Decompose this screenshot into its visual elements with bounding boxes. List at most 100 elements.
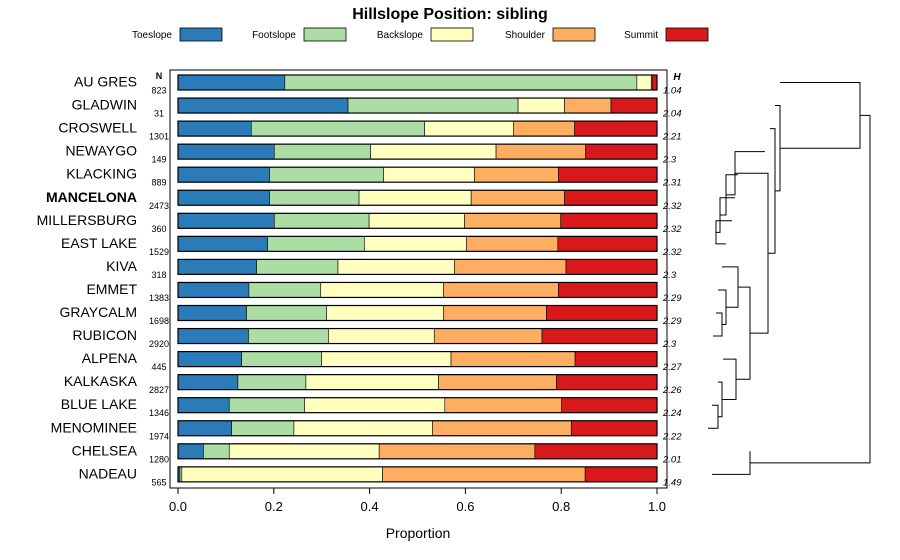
x-tick-label: 0.6 [456,499,474,514]
chart-title: Hillslope Position: sibling [352,6,548,23]
legend-swatch-footslope [303,27,347,42]
row-label-kiva: KIVA [106,258,138,274]
legend-label-summit: Summit [624,30,658,41]
legend-label-toeslope: Toeslope [132,30,172,41]
bar-outline-east-lake [177,235,658,252]
bar-outline-klacking [177,166,658,183]
bar-graycalm-backslope [326,305,444,321]
h-value-klacking: 2.31 [662,178,682,189]
bar-gladwin-shoulder [564,97,612,114]
bar-klacking-toeslope [177,166,270,183]
bar-blue-lake-toeslope [177,397,230,414]
x-tick-label: 0.0 [169,499,187,514]
n-value-gladwin: 31 [154,109,164,119]
bar-emmet-toeslope [177,282,250,298]
h-value-kiva: 2.3 [662,270,677,281]
bar-au-gres-toeslope [177,74,286,91]
n-value-menominee: 1974 [149,431,169,441]
n-value-klacking: 889 [151,178,166,188]
row-label-newaygo: NEWAYGO [65,143,137,159]
bar-newaygo-footslope [273,143,371,160]
bar-outline-kalkaska [177,374,658,391]
n-value-mancelona: 2473 [149,201,169,211]
bar-outline-emmet [177,281,658,299]
bar-klacking-shoulder [474,166,559,183]
bar-blue-lake-backslope [304,397,446,414]
bar-graycalm-summit [546,305,658,321]
bar-croswell-backslope [424,120,514,137]
bar-newaygo-summit [585,143,658,160]
bar-au-gres-summit [651,74,658,91]
bar-rubicon-summit [541,328,658,344]
dendrogram-link [712,451,751,475]
bar-kalkaska-backslope [305,374,439,390]
bar-menominee-toeslope [177,420,232,437]
bar-blue-lake-summit [561,397,658,414]
x-tick-label: 0.8 [552,499,570,514]
legend-swatch-toeslope [179,27,223,42]
bar-croswell-toeslope [177,120,252,137]
bar-menominee-backslope [293,420,433,437]
dendrogram-link [735,172,769,334]
bar-menominee-summit [570,420,658,437]
bar-graycalm-shoulder [443,305,547,321]
dendrogram-link [713,312,723,337]
bar-croswell-shoulder [512,120,575,137]
bar-mancelona-summit [564,189,658,206]
bar-outline-millersburg [177,212,658,229]
row-label-blue-lake: BLUE LAKE [61,396,137,412]
bar-blue-lake-footslope [228,397,305,414]
row-label-east-lake: EAST LAKE [61,235,137,251]
row-label-croswell: CROSWELL [58,120,137,136]
bar-klacking-backslope [383,166,475,183]
bar-outline-rubicon [177,327,658,345]
bar-outline-chelsea [177,443,658,460]
bar-newaygo-shoulder [495,143,586,160]
bar-mancelona-shoulder [470,189,565,206]
bar-alpena-backslope [321,351,452,367]
bar-chelsea-toeslope [177,443,204,460]
n-value-au-gres: 823 [151,86,166,96]
row-label-rubicon: RUBICON [72,327,137,343]
dendrogram-link [768,128,776,254]
bar-emmet-shoulder [443,282,559,298]
bar-klacking-summit [558,166,658,183]
bar-graycalm-toeslope [177,305,247,321]
bar-chelsea-backslope [228,443,380,460]
bar-outline-graycalm [177,304,658,322]
bar-au-gres-backslope [636,74,652,91]
bar-rubicon-shoulder [433,328,543,344]
bar-millersburg-toeslope [177,213,275,229]
row-label-graycalm: GRAYCALM [59,304,137,320]
h-value-blue-lake: 2.24 [662,408,682,419]
bar-nadeau-summit [584,466,658,483]
plot-frame [169,69,668,489]
bar-nadeau-shoulder [382,466,586,483]
dendrogram-link [780,82,861,149]
bar-outline-alpena [177,351,658,368]
h-value-chelsea: 2.01 [662,454,682,465]
bar-kalkaska-footslope [237,374,307,390]
n-value-nadeau: 565 [151,477,166,487]
row-label-au-gres: AU GRES [74,74,137,90]
bar-millersburg-footslope [273,213,370,229]
x-axis: 0.0 0.2 0.4 0.6 0.8 1.0 [169,488,666,514]
x-tick-label: 1.0 [648,499,666,514]
row-label-chelsea: CHELSEA [72,442,138,458]
x-axis-label: Proportion [386,525,451,541]
legend-label-backslope: Backslope [377,30,424,41]
bar-outline-au-gres [177,74,658,91]
row-labels: AU GRES 823 1.04 GLADWIN 31 2.04 CROSWELL 1301 2… [37,74,683,489]
h-header: H [673,72,681,83]
n-value-millersburg: 360 [151,224,166,234]
dendrogram-link [722,266,739,308]
bar-east-lake-summit [557,236,658,252]
dendrogram [708,82,871,475]
legend-label-footslope: Footslope [252,30,296,41]
bar-alpena-summit [574,351,658,367]
bar-kalkaska-summit [556,374,658,390]
bar-newaygo-backslope [370,143,497,160]
h-value-newaygo: 2.3 [662,155,677,166]
bar-rubicon-toeslope [177,328,249,344]
